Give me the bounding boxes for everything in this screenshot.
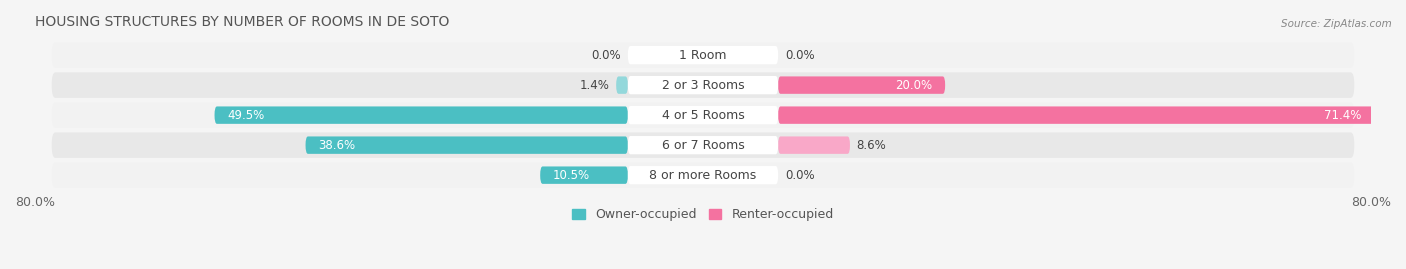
FancyBboxPatch shape: [628, 166, 778, 184]
FancyBboxPatch shape: [778, 76, 945, 94]
FancyBboxPatch shape: [778, 136, 851, 154]
Text: 8 or more Rooms: 8 or more Rooms: [650, 169, 756, 182]
Text: 38.6%: 38.6%: [318, 139, 356, 152]
FancyBboxPatch shape: [616, 76, 628, 94]
FancyBboxPatch shape: [540, 167, 628, 184]
Text: 1.4%: 1.4%: [579, 79, 609, 92]
Text: 10.5%: 10.5%: [553, 169, 591, 182]
FancyBboxPatch shape: [52, 42, 1354, 68]
Text: 1 Room: 1 Room: [679, 49, 727, 62]
FancyBboxPatch shape: [628, 106, 778, 124]
FancyBboxPatch shape: [52, 102, 1354, 128]
FancyBboxPatch shape: [52, 132, 1354, 158]
Text: Source: ZipAtlas.com: Source: ZipAtlas.com: [1281, 19, 1392, 29]
FancyBboxPatch shape: [628, 46, 778, 64]
FancyBboxPatch shape: [628, 76, 778, 94]
Text: HOUSING STRUCTURES BY NUMBER OF ROOMS IN DE SOTO: HOUSING STRUCTURES BY NUMBER OF ROOMS IN…: [35, 15, 450, 29]
Text: 71.4%: 71.4%: [1324, 109, 1362, 122]
Text: 0.0%: 0.0%: [785, 169, 814, 182]
FancyBboxPatch shape: [778, 107, 1374, 124]
Text: 4 or 5 Rooms: 4 or 5 Rooms: [662, 109, 744, 122]
Text: 6 or 7 Rooms: 6 or 7 Rooms: [662, 139, 744, 152]
Text: 0.0%: 0.0%: [785, 49, 814, 62]
FancyBboxPatch shape: [215, 107, 628, 124]
Text: 2 or 3 Rooms: 2 or 3 Rooms: [662, 79, 744, 92]
FancyBboxPatch shape: [52, 162, 1354, 188]
FancyBboxPatch shape: [305, 136, 628, 154]
Text: 0.0%: 0.0%: [592, 49, 621, 62]
FancyBboxPatch shape: [52, 72, 1354, 98]
Text: 20.0%: 20.0%: [896, 79, 932, 92]
Text: 8.6%: 8.6%: [856, 139, 886, 152]
Legend: Owner-occupied, Renter-occupied: Owner-occupied, Renter-occupied: [572, 208, 834, 221]
FancyBboxPatch shape: [628, 136, 778, 154]
Text: 49.5%: 49.5%: [226, 109, 264, 122]
